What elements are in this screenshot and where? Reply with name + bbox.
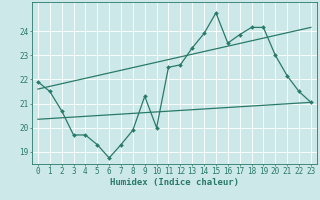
X-axis label: Humidex (Indice chaleur): Humidex (Indice chaleur) bbox=[110, 178, 239, 187]
